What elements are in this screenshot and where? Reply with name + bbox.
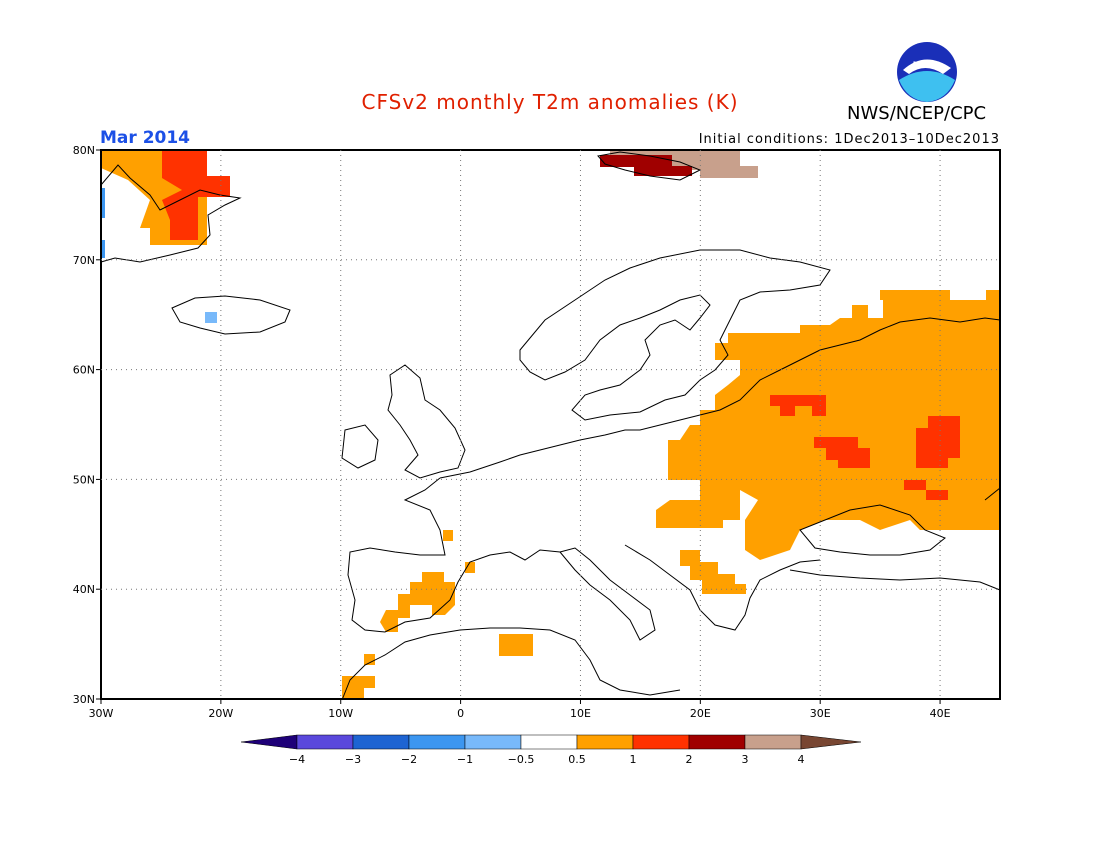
anomaly-russia-red-3 bbox=[916, 416, 960, 468]
anomaly-iberia-orange-3 bbox=[465, 562, 475, 573]
axis-labels: 30W 20W 10W 0 10E 20E 30E 40E 30N 40N 50N 60N 70N 80N bbox=[73, 144, 951, 720]
lon-label: 20W bbox=[208, 707, 233, 720]
anomaly-greenland-blue-1 bbox=[101, 188, 105, 218]
legend-swatch bbox=[352, 734, 410, 750]
lat-label: 60N bbox=[73, 364, 95, 377]
legend-label: 2 bbox=[686, 753, 693, 766]
coast-black-sea bbox=[799, 504, 946, 556]
legend-arrow-left bbox=[240, 734, 298, 750]
lat-label: 30N bbox=[73, 693, 95, 706]
anomaly-iceland-blue bbox=[205, 312, 217, 323]
anomaly-africa-orange-2 bbox=[342, 676, 375, 698]
lat-label: 70N bbox=[73, 254, 95, 267]
anomaly-greenland-red bbox=[162, 150, 230, 240]
legend-swatch bbox=[464, 734, 522, 750]
legend-swatch bbox=[576, 734, 634, 750]
noaa-logo: NOAA bbox=[895, 40, 959, 108]
legend-label: −4 bbox=[289, 753, 305, 766]
legend-swatch bbox=[520, 734, 578, 750]
anomaly-balkans-orange bbox=[680, 550, 746, 594]
coast-france-iberia bbox=[347, 477, 561, 633]
lon-label: 20E bbox=[690, 707, 711, 720]
coast-iceland bbox=[171, 295, 291, 335]
coast-british-isles bbox=[341, 364, 466, 479]
map-title: CFSv2 monthly T2m anomalies (K) bbox=[361, 90, 739, 114]
anomaly-fields bbox=[101, 150, 1000, 698]
lon-label: 0 bbox=[457, 707, 464, 720]
lon-label: 30W bbox=[89, 707, 114, 720]
coastlines bbox=[100, 151, 1001, 701]
initial-conditions: Initial conditions: 1Dec2013–10Dec2013 bbox=[698, 132, 1000, 147]
coast-mainland-europe bbox=[439, 317, 1001, 479]
anomaly-greenland-blue-2 bbox=[101, 240, 105, 258]
org-label: NWS/NCEP/CPC bbox=[847, 103, 987, 124]
map-frame bbox=[100, 149, 1001, 700]
coast-italy bbox=[559, 547, 656, 641]
anomaly-africa-orange-3 bbox=[364, 654, 375, 665]
coast-svalbard bbox=[597, 151, 702, 181]
legend-swatch bbox=[688, 734, 746, 750]
coast-caspian bbox=[984, 487, 1001, 501]
color-legend: −4 −3 −2 −1 −0.5 0.5 1 2 3 4 bbox=[240, 734, 862, 766]
legend-label: −3 bbox=[345, 753, 361, 766]
legend-label: 4 bbox=[798, 753, 805, 766]
coast-turkey bbox=[789, 569, 1001, 591]
legend-label: 3 bbox=[742, 753, 749, 766]
lon-label: 40E bbox=[930, 707, 951, 720]
legend-label: −0.5 bbox=[508, 753, 535, 766]
anomaly-russia-orange bbox=[656, 290, 1000, 560]
anomaly-russia-north bbox=[880, 290, 950, 300]
lat-label: 50N bbox=[73, 473, 95, 486]
legend-label: 1 bbox=[630, 753, 637, 766]
coast-balkans-greece bbox=[624, 544, 821, 631]
coast-scandinavia bbox=[519, 249, 831, 421]
coast-north-africa bbox=[341, 627, 681, 701]
legend-arrow-right bbox=[800, 734, 862, 750]
lon-label: 30E bbox=[810, 707, 831, 720]
lon-label: 10E bbox=[570, 707, 591, 720]
legend-swatch bbox=[408, 734, 466, 750]
lat-label: 40N bbox=[73, 583, 95, 596]
legend-swatch bbox=[744, 734, 802, 750]
anomaly-iberia-orange-2 bbox=[443, 530, 453, 541]
forecast-month: Mar 2014 bbox=[100, 128, 191, 148]
svg-text:NOAA: NOAA bbox=[913, 61, 942, 71]
coast-greenland bbox=[100, 164, 242, 263]
legend-label: 0.5 bbox=[568, 753, 586, 766]
lon-label: 10W bbox=[328, 707, 353, 720]
anomaly-russia-red-4 bbox=[904, 480, 948, 500]
anomaly-iberia-orange bbox=[380, 572, 455, 632]
legend-label: −1 bbox=[457, 753, 473, 766]
anomaly-russia-red-1 bbox=[770, 395, 826, 416]
anomaly-africa-orange-1 bbox=[499, 634, 533, 656]
legend-swatch bbox=[296, 734, 354, 750]
legend-swatch bbox=[632, 734, 690, 750]
legend-label: −2 bbox=[401, 753, 417, 766]
lat-label: 80N bbox=[73, 144, 95, 157]
anomaly-russia-red-2 bbox=[814, 437, 870, 468]
